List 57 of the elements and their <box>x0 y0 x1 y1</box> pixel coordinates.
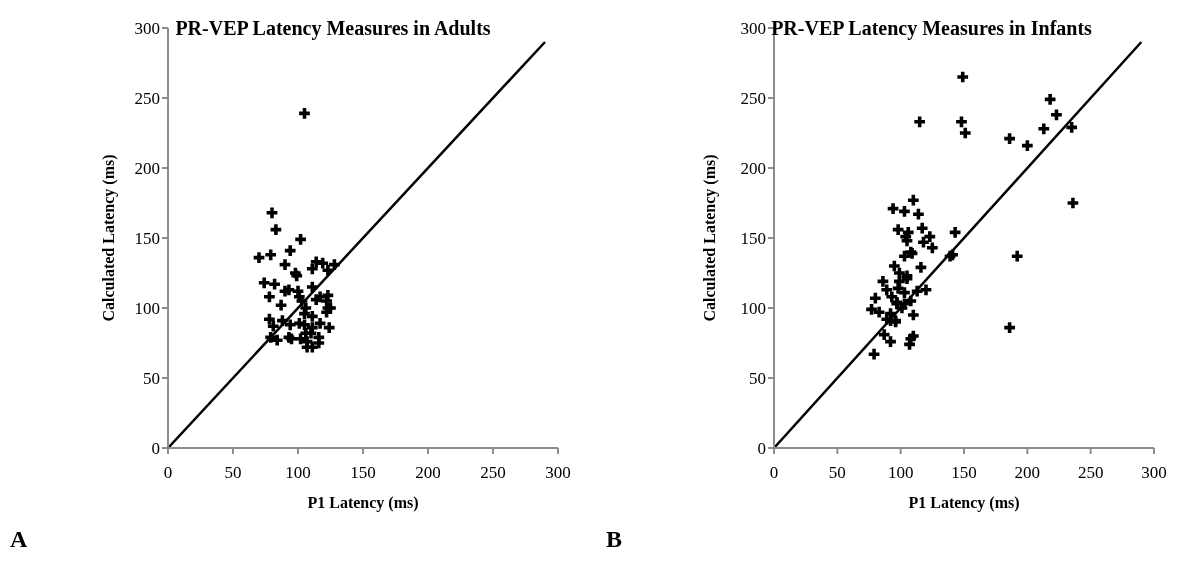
point <box>267 320 279 332</box>
x-axis-title: P1 Latency (ms) <box>307 494 419 512</box>
x-tick-label: 50 <box>828 463 846 483</box>
point <box>314 318 326 329</box>
y-tick-label: 300 <box>740 19 766 39</box>
point <box>271 334 283 346</box>
x-axis-title: P1 Latency (ms) <box>908 494 1020 512</box>
text: B <box>606 526 623 553</box>
point <box>266 207 278 219</box>
x-tick-label: 150 <box>951 463 977 483</box>
point <box>270 224 282 235</box>
x-tick-label: 50 <box>224 463 242 483</box>
chart-title: PR-VEP Latency Measures in Infants <box>771 17 1092 39</box>
point <box>283 284 295 296</box>
y-tick-label: 0 <box>151 439 160 459</box>
point <box>253 252 265 263</box>
y-tick-label: 50 <box>749 369 766 389</box>
x-tick-label: 0 <box>769 463 779 483</box>
x-tick-label: 250 <box>480 463 506 483</box>
x-tick-label: 200 <box>415 463 441 483</box>
point <box>322 264 334 276</box>
point <box>306 281 318 293</box>
point <box>264 313 275 325</box>
x-tick-label: 300 <box>1141 463 1167 483</box>
y-tick-label: 200 <box>740 159 766 179</box>
y-axis-title: Calculated Latency (ms) <box>99 154 118 322</box>
text: A <box>10 526 28 553</box>
y-tick-label: 300 <box>134 19 160 39</box>
point <box>284 319 296 331</box>
x-tick-label: 100 <box>285 463 311 483</box>
x-tick-label: 300 <box>545 463 571 483</box>
point <box>265 249 277 261</box>
x-tick-label: 150 <box>350 463 376 483</box>
point <box>264 291 275 303</box>
y-tick-label: 100 <box>134 299 160 319</box>
y-tick-label: 100 <box>740 299 766 319</box>
x-tick-label: 100 <box>887 463 914 483</box>
point <box>275 299 287 311</box>
y-axis-title: Calculated Latency (ms) <box>700 154 719 322</box>
point <box>323 322 335 333</box>
y-tick-label: 250 <box>740 89 766 109</box>
x-tick-label: 250 <box>1077 463 1104 483</box>
point <box>306 263 318 275</box>
y-tick-label: 0 <box>757 439 766 459</box>
point <box>269 278 280 290</box>
point <box>258 277 270 289</box>
y-tick-label: 150 <box>740 229 766 249</box>
y-tick-label: 50 <box>143 369 160 389</box>
point <box>317 257 329 269</box>
point <box>279 259 291 270</box>
y-tick-label: 200 <box>134 159 160 179</box>
chart-title: PR-VEP Latency Measures in Adults <box>175 17 491 39</box>
point <box>284 245 296 256</box>
y-tick-label: 250 <box>134 89 160 109</box>
x-tick-label: 0 <box>163 463 173 483</box>
y-tick-label: 150 <box>134 229 160 249</box>
x-tick-label: 200 <box>1014 463 1041 483</box>
